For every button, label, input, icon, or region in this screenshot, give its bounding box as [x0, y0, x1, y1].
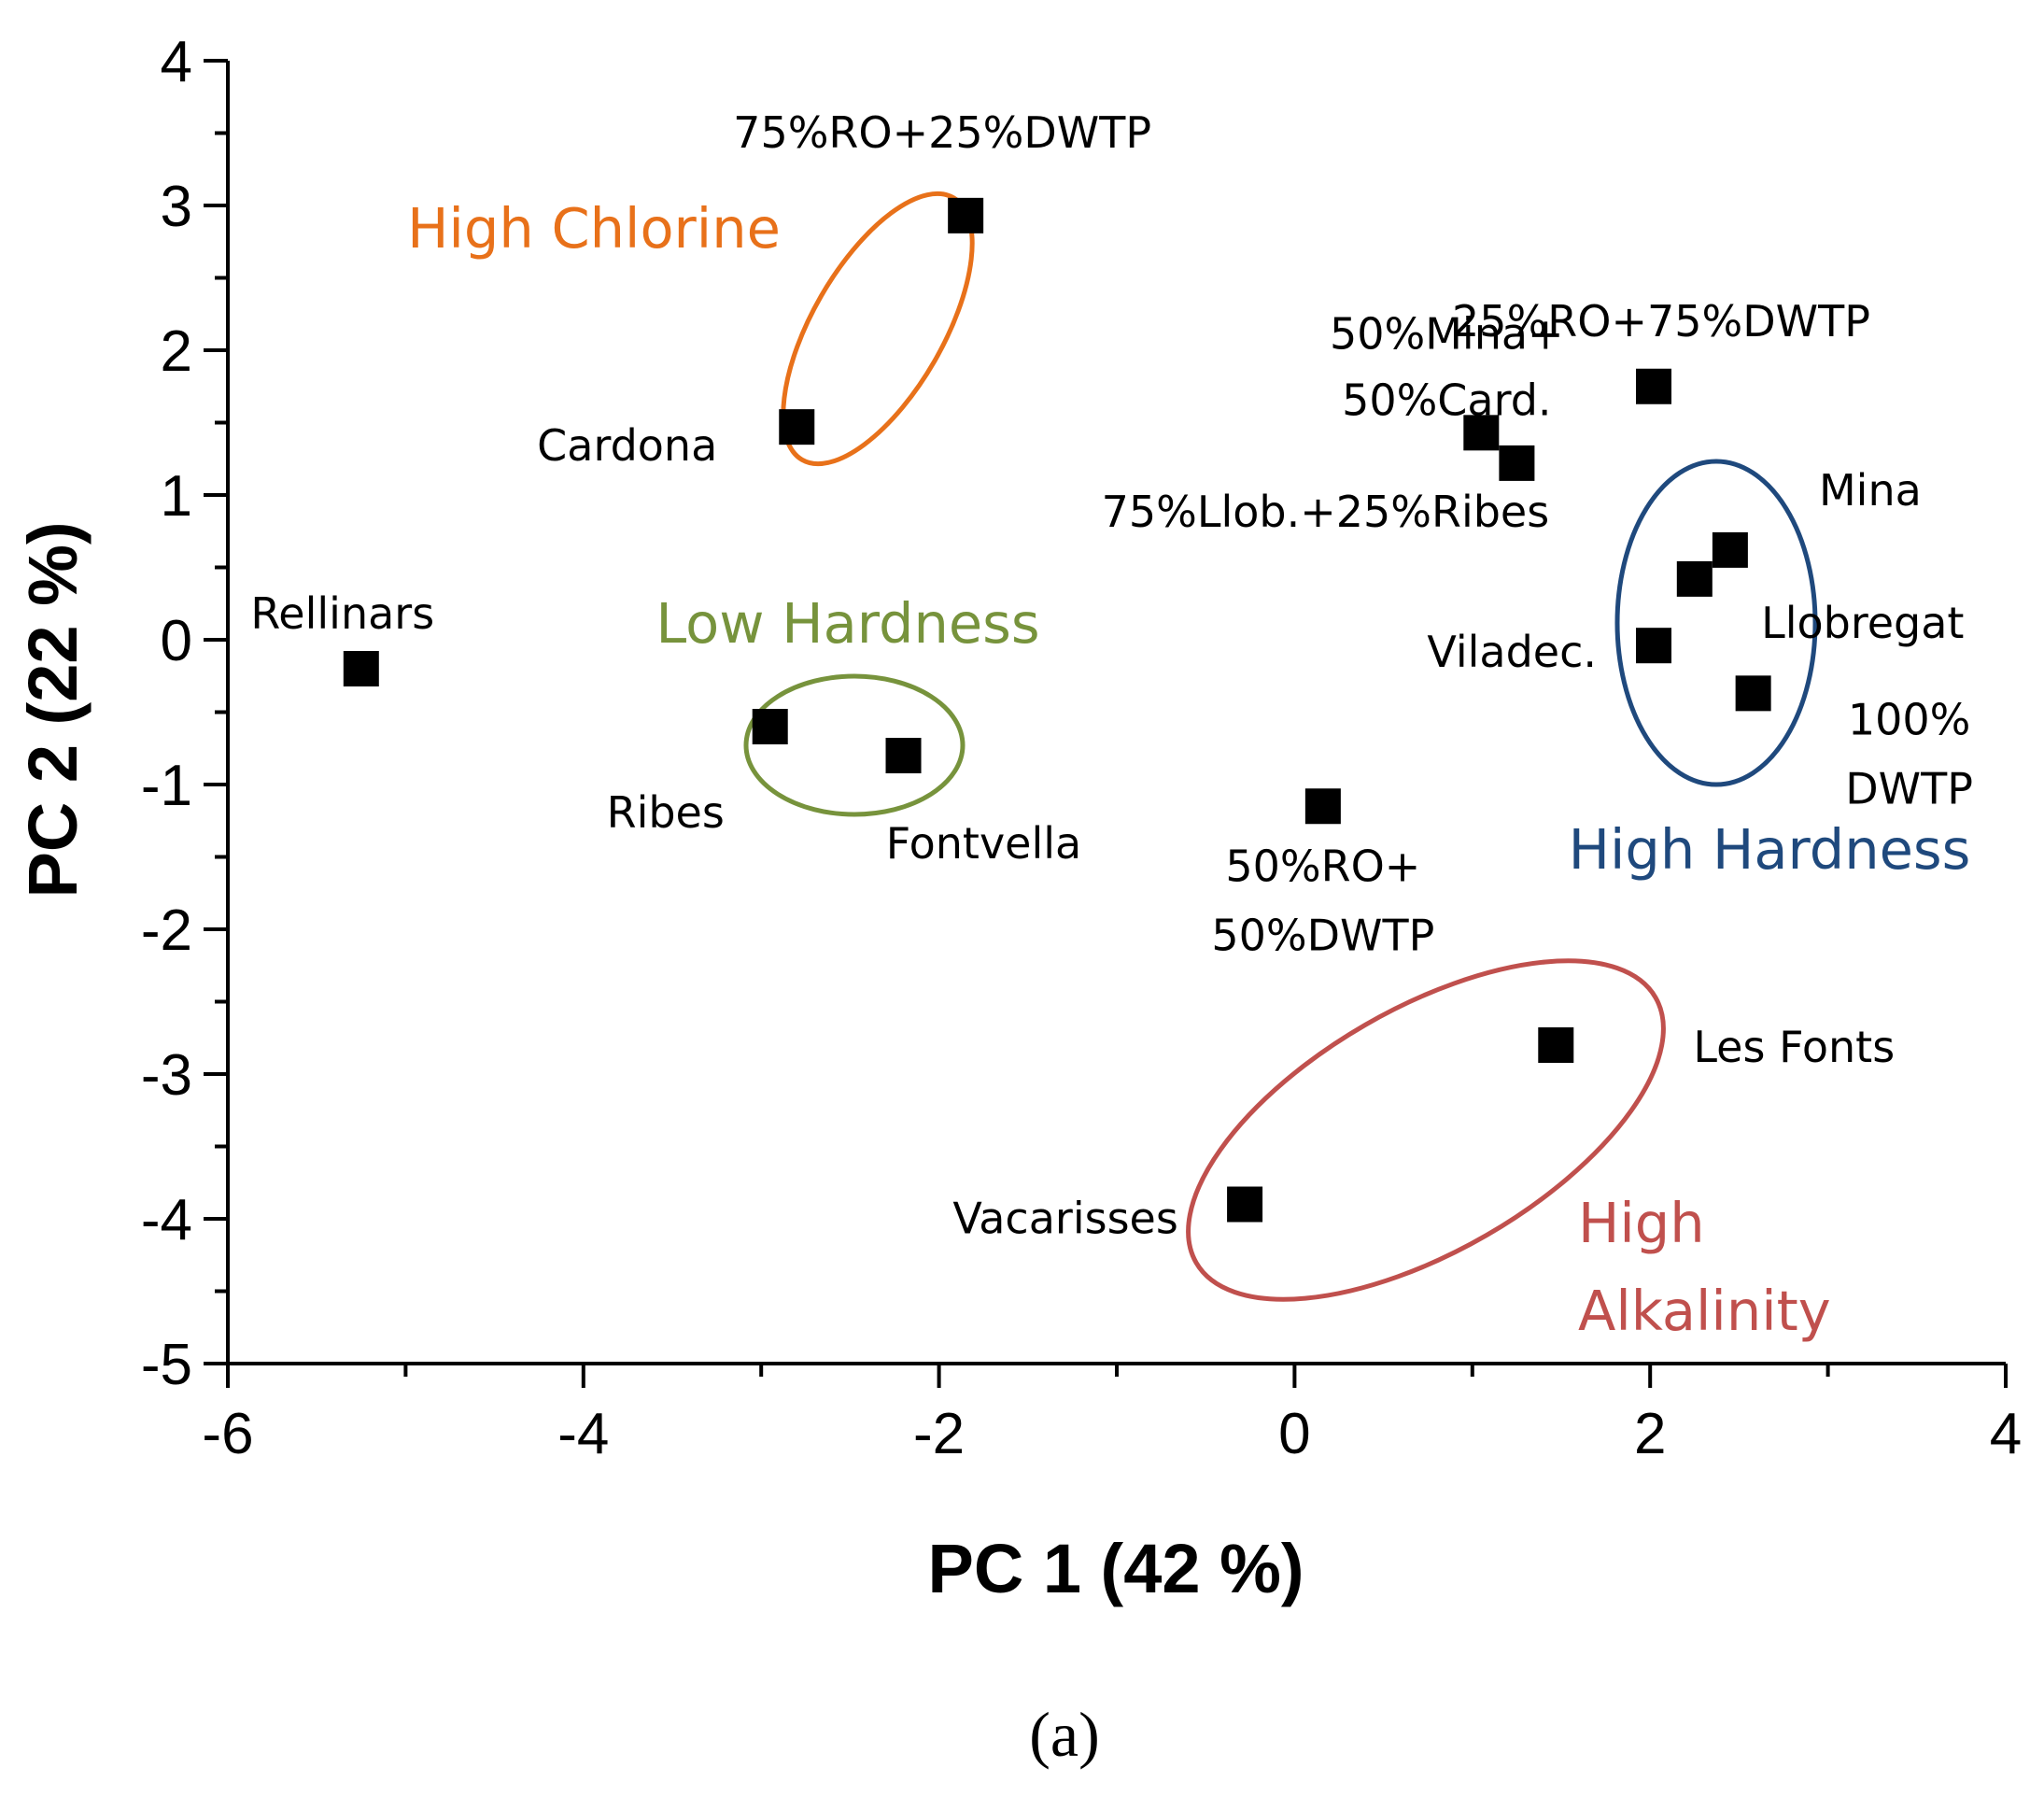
point-label-ribes: Ribes	[607, 787, 725, 838]
x-tick-label: -2	[913, 1402, 965, 1466]
data-point-fontvella	[885, 738, 922, 773]
x-tick-label: 2	[1634, 1402, 1666, 1466]
group-ellipse-high-alkalinity	[1186, 958, 1666, 1302]
point-label-50-mina-50-card: 50%Mina+ 50%Card.	[1330, 308, 1564, 425]
data-point-50-ro-50-dwtp	[1304, 788, 1341, 825]
data-point-100-dwtp	[1735, 675, 1771, 712]
point-label-viladec: Viladec.	[1427, 627, 1597, 677]
y-tick-label: 1	[161, 464, 192, 529]
group-ellipse-high-chlorine	[781, 191, 975, 467]
y-tick-label: 2	[161, 319, 192, 384]
point-label-les-fonts: Les Fonts	[1693, 1022, 1895, 1072]
y-tick-label: -2	[141, 898, 192, 963]
data-point-mina	[1712, 531, 1748, 568]
group-labels: High Chlorine Low Hardness High Hardness Hi…	[407, 196, 1970, 1343]
point-label-fontvella: Fontvella	[886, 818, 1081, 869]
data-point-ribes	[752, 709, 788, 744]
group-label-low-hardness: Low Hardness	[655, 591, 1039, 656]
x-tick-label: -4	[557, 1402, 609, 1466]
data-point-25-ro-75-dwtp	[1636, 368, 1672, 404]
y-tick-label: -5	[141, 1333, 192, 1397]
data-point-75-ro-25-dwtp	[948, 197, 984, 233]
point-label-cardona: Cardona	[537, 420, 717, 471]
point-label-mina: Mina	[1819, 465, 1922, 516]
group-ellipse-high-hardness	[1614, 459, 1818, 787]
y-tick-label: -3	[141, 1043, 192, 1108]
point-label-vacarisses: Vacarisses	[952, 1194, 1177, 1244]
data-point-rellinars	[343, 651, 379, 686]
data-point-50-mina-50-card	[1463, 415, 1500, 451]
point-label-llobregat: Llobregat	[1761, 598, 1964, 648]
x-tick-label: -6	[202, 1402, 253, 1466]
y-axis-title: PC 2 (22 %)	[14, 521, 92, 898]
group-label-high-alkalinity: High Alkalinity	[1578, 1191, 1831, 1343]
point-label-25-ro-75-dwtp: 25%RO+75%DWTP	[1452, 296, 1870, 346]
group-ellipse-low-hardness	[743, 673, 966, 817]
point-label-50-ro-50-dwtp: 50%RO+ 50%DWTP	[1211, 841, 1434, 960]
data-point-les-fonts	[1538, 1027, 1574, 1063]
y-tick-label: -4	[141, 1188, 192, 1252]
x-tick-label: 4	[1990, 1402, 2022, 1466]
x-tick-label: 0	[1278, 1402, 1310, 1466]
data-points	[343, 197, 1771, 1223]
figure-caption: (a)	[1029, 1699, 1099, 1770]
y-tick-label: 4	[161, 30, 192, 94]
x-axis-title: PC 1 (42 %)	[927, 1530, 1304, 1607]
data-point-llobregat	[1676, 560, 1713, 597]
point-label-rellinars: Rellinars	[250, 588, 434, 639]
axes: -6 -4 -2 0 2 4 4 3 2 1 0 -1 -2 -3 -4 -5	[141, 30, 2022, 1466]
y-tick-label: 0	[161, 609, 192, 673]
data-point-vacarisses	[1227, 1186, 1263, 1223]
y-tick-label: 3	[161, 175, 192, 239]
data-point-75-llob-25-ribes	[1499, 445, 1535, 481]
data-point-viladec	[1636, 628, 1672, 664]
point-label-75-ro-25-dwtp: 75%RO+25%DWTP	[733, 107, 1151, 158]
point-labels: 75%RO+25%DWTP Cardona Rellinars Ribes Fontve…	[250, 107, 1973, 1244]
point-label-100-dwtp: 100% DWTP	[1845, 694, 1973, 813]
ellipse-layer	[743, 191, 1818, 1302]
y-tick-label: -1	[141, 754, 192, 818]
group-label-high-hardness: High Hardness	[1569, 817, 1971, 882]
data-point-cardona	[779, 409, 815, 445]
group-label-high-chlorine: High Chlorine	[407, 196, 781, 261]
point-label-75-llob-25-ribes: 75%Llob.+25%Ribes	[1102, 487, 1550, 537]
